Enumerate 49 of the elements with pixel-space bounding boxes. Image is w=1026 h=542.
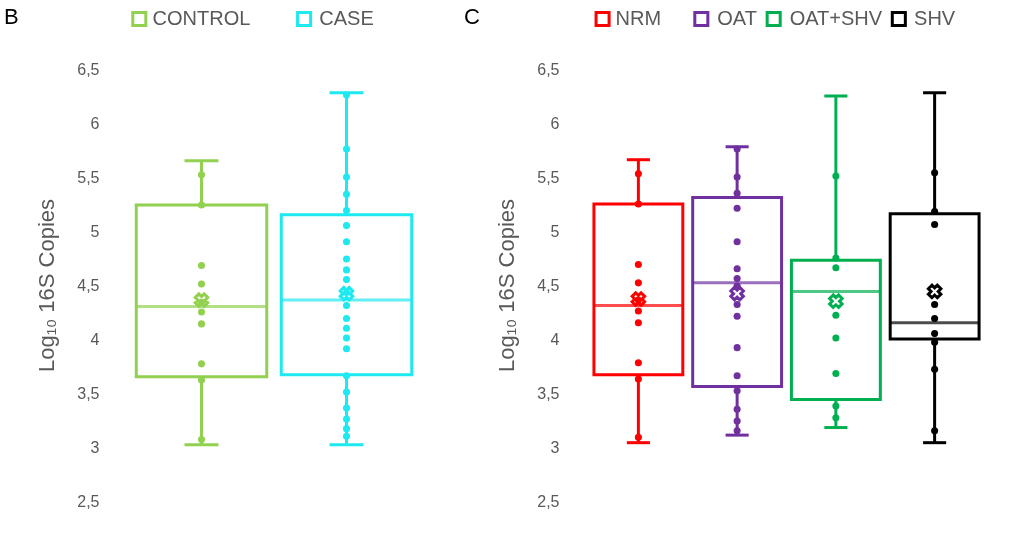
point [342,432,351,440]
point [342,255,351,263]
y-tick-label: 4,5 [77,276,100,294]
point [342,145,351,153]
point [342,238,351,246]
point [342,206,351,215]
y-tick-label: 3,5 [537,384,560,402]
y-tick-label: 6 [90,114,100,132]
point [342,425,351,433]
legend-label: OAT+SHV [789,7,883,29]
y-tick-label: 6,5 [537,60,560,78]
point [342,415,351,423]
point [342,345,351,353]
legend-label: NRM [615,7,662,29]
y-tick-label: 6 [550,114,560,132]
legend-label: SHV [914,7,956,29]
point [342,314,351,323]
y-tick-label: 5 [550,222,560,240]
point [342,266,351,274]
y-tick-label: 3 [90,438,100,456]
point [342,404,351,412]
point [342,276,351,284]
y-tick-label: 6,5 [77,60,100,78]
point [342,91,351,99]
y-tick-label: 5 [90,222,100,240]
point [342,222,351,230]
y-tick-label: 5,5 [77,168,100,186]
y-axis-title: Log₁₀ 16S Copies [494,198,520,373]
point [342,334,351,342]
point [342,324,351,332]
point [342,301,351,310]
point [342,372,351,380]
y-tick-label: 3,5 [77,384,100,402]
y-tick-label: 4 [90,330,100,348]
point [342,388,351,396]
chart-title: C [464,4,480,29]
y-tick-label: 2,5 [77,492,100,510]
legend-label: CONTROL [152,7,251,29]
y-tick-label: 3 [550,438,560,456]
y-tick-label: 5,5 [537,168,560,186]
point [342,190,351,198]
y-axis-title: Log₁₀ 16S Copies [34,198,60,373]
legend-label: OAT [717,7,757,29]
y-tick-label: 4 [550,330,560,348]
legend-label: CASE [319,7,374,29]
chart-title: B [4,4,19,29]
point [342,173,351,181]
y-tick-label: 2,5 [537,492,560,510]
y-tick-label: 4,5 [537,276,560,294]
